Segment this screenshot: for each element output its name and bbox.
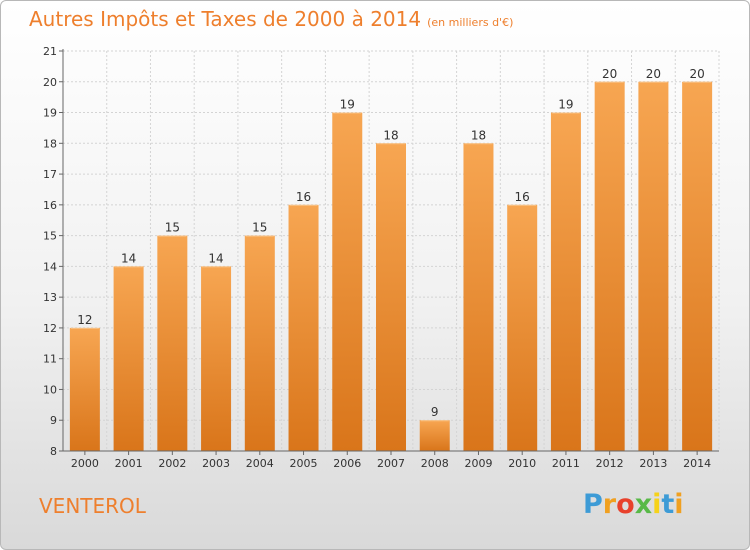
chart-title-text: Autres Impôts et Taxes de 2000 à 2014 xyxy=(29,7,422,31)
bar xyxy=(244,235,275,451)
y-tick-label: 16 xyxy=(43,199,57,212)
y-tick-label: 17 xyxy=(43,168,57,181)
x-tick-label: 2010 xyxy=(508,457,536,470)
x-tick-label: 2003 xyxy=(202,457,230,470)
logo-letter: i xyxy=(674,489,684,520)
x-tick-label: 2013 xyxy=(639,457,667,470)
bar xyxy=(682,81,713,452)
bar xyxy=(594,81,625,452)
y-tick-label: 14 xyxy=(43,260,57,273)
x-tick-label: 2012 xyxy=(596,457,624,470)
bar xyxy=(463,143,494,452)
x-tick-label: 2005 xyxy=(290,457,318,470)
bar xyxy=(113,266,144,451)
y-tick-label: 21 xyxy=(43,45,57,58)
x-tick-label: 2011 xyxy=(552,457,580,470)
bar-value-label: 14 xyxy=(208,251,223,265)
bar-value-label: 20 xyxy=(689,67,704,81)
y-tick-label: 13 xyxy=(43,291,57,304)
x-tick-label: 2009 xyxy=(464,457,492,470)
bar xyxy=(638,81,669,452)
logo-letter: i xyxy=(652,489,662,520)
bar-value-label: 20 xyxy=(602,67,617,81)
y-tick-label: 9 xyxy=(50,414,57,427)
y-tick-label: 11 xyxy=(43,353,57,366)
bar-value-label: 20 xyxy=(646,67,661,81)
x-tick-label: 2002 xyxy=(158,457,186,470)
bar xyxy=(550,112,581,452)
logo-letter: P xyxy=(583,489,603,520)
bar-value-label: 16 xyxy=(296,190,311,204)
x-tick-label: 2004 xyxy=(246,457,274,470)
y-tick-label: 18 xyxy=(43,137,57,150)
bar xyxy=(419,420,450,451)
x-tick-label: 2007 xyxy=(377,457,405,470)
bar xyxy=(201,266,232,451)
bar xyxy=(507,204,538,451)
bar-value-label: 15 xyxy=(165,221,180,235)
bar-value-label: 19 xyxy=(558,98,573,112)
bar-value-label: 14 xyxy=(121,251,136,265)
logo-letter: o xyxy=(616,489,635,520)
y-tick-label: 15 xyxy=(43,230,57,243)
y-tick-label: 12 xyxy=(43,322,57,335)
bar-value-label: 16 xyxy=(515,190,530,204)
bar-value-label: 18 xyxy=(383,128,398,142)
logo-letter: r xyxy=(602,489,617,520)
y-tick-label: 8 xyxy=(50,445,57,458)
chart-title: Autres Impôts et Taxes de 2000 à 2014 (en… xyxy=(29,7,513,31)
bar-value-label: 12 xyxy=(77,313,92,327)
bar-value-label: 19 xyxy=(340,98,355,112)
bar xyxy=(69,327,100,451)
chart-subtitle: (en milliers d'€) xyxy=(427,16,514,29)
x-tick-label: 2000 xyxy=(71,457,99,470)
y-tick-label: 10 xyxy=(43,383,57,396)
bar xyxy=(157,235,188,451)
proxiti-logo: Proxiti xyxy=(583,489,684,520)
x-tick-label: 2014 xyxy=(683,457,711,470)
y-tick-label: 20 xyxy=(43,76,57,89)
x-tick-label: 2001 xyxy=(115,457,143,470)
y-tick-label: 19 xyxy=(43,107,57,120)
bar-value-label: 18 xyxy=(471,128,486,142)
bar xyxy=(332,112,363,452)
x-tick-label: 2008 xyxy=(421,457,449,470)
bar xyxy=(288,204,319,451)
commune-name: VENTEROL xyxy=(39,494,146,518)
bar-value-label: 9 xyxy=(431,405,439,419)
logo-letter: t xyxy=(661,489,675,520)
bar xyxy=(376,143,406,452)
logo-letter: x xyxy=(634,489,653,520)
x-tick-label: 2006 xyxy=(333,457,361,470)
bar-value-label: 15 xyxy=(252,221,267,235)
